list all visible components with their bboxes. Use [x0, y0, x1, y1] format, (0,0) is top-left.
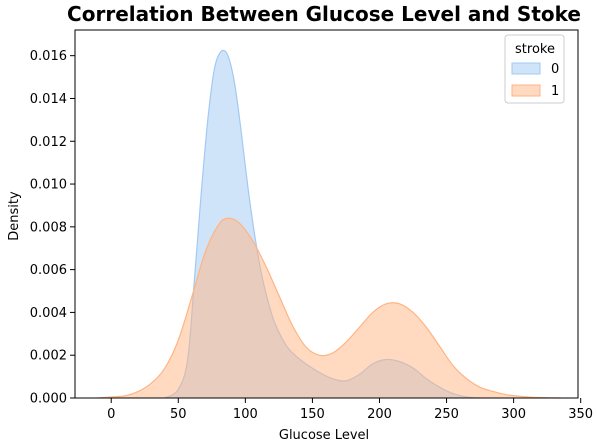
legend-swatch-0 [511, 62, 541, 75]
legend-label-1: 1 [551, 84, 559, 99]
x-tick-label: 300 [501, 407, 526, 422]
legend-title: stroke [515, 42, 555, 57]
series-area-1 [97, 218, 561, 398]
x-tick-label: 200 [367, 407, 392, 422]
x-tick-label: 0 [107, 407, 115, 422]
y-axis-title: Density [7, 191, 22, 241]
x-tick-label: 50 [170, 407, 187, 422]
chart-title: Correlation Between Glucose Level and St… [67, 2, 581, 26]
legend-items: 01 [511, 62, 559, 99]
y-tick-label: 0.002 [30, 349, 67, 364]
legend: stroke 01 [504, 34, 565, 104]
y-tick-label: 0.000 [30, 392, 67, 407]
series-line-1 [97, 217, 561, 399]
plot-frame [74, 29, 579, 399]
x-tick-label: 150 [300, 407, 325, 422]
y-tick-label: 0.008 [30, 220, 67, 235]
y-tick-label: 0.016 [30, 49, 67, 64]
y-tick-label: 0.012 [30, 135, 67, 150]
y-tick-label: 0.004 [30, 306, 67, 321]
x-axis: 0 50 100 150 200 250 300 350 [107, 398, 593, 422]
x-axis-title: Glucose Level [279, 428, 369, 443]
plot-area [74, 29, 579, 399]
y-tick-label: 0.010 [30, 178, 67, 193]
y-tick-label: 0.014 [30, 92, 67, 107]
legend-swatch-1 [511, 84, 541, 97]
x-tick-label: 250 [434, 407, 459, 422]
y-tick-label: 0.006 [30, 263, 67, 278]
legend-label-0: 0 [551, 62, 559, 77]
x-tick-label: 350 [568, 407, 593, 422]
x-tick-label: 100 [233, 407, 258, 422]
series-layer [97, 49, 561, 399]
y-axis: 0.000 0.002 0.004 0.006 0.008 0.010 0.012 0.014… [30, 49, 75, 407]
